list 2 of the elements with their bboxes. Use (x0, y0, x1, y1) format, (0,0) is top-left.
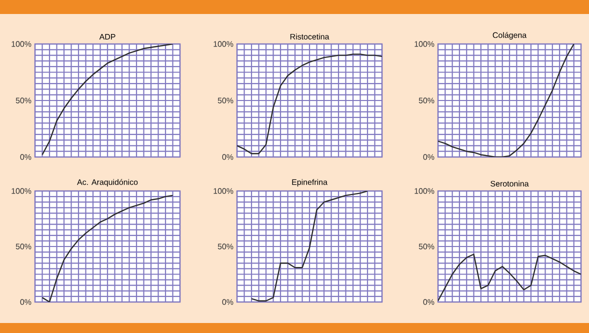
line-series (237, 54, 382, 154)
line-series (438, 254, 582, 302)
